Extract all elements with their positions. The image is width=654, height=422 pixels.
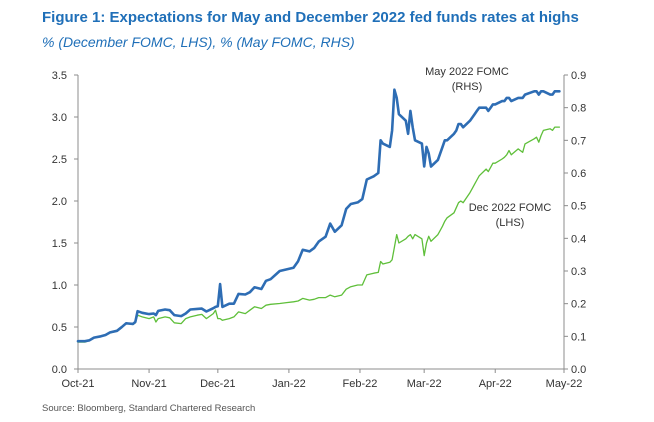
right-tick-label: 0.9 [571,70,586,82]
right-tick-label: 0.5 [571,201,586,213]
right-tick-label: 0.7 [571,135,586,147]
right-axis-ticks: 0.0 0.1 0.2 0.3 0.4 0.5 0.6 0.7 0.8 0.9 [564,70,586,376]
left-tick-label: 0.0 [52,364,67,376]
right-tick-label: 0.6 [571,168,586,180]
may-2022-fomc-label: May 2022 FOMC [425,66,509,78]
left-axis-ticks: 0.0 0.5 1.0 1.5 2.0 2.5 3.0 3.5 [52,70,78,376]
x-tick-label: Oct-21 [61,378,94,390]
right-tick-label: 0.3 [571,266,586,278]
left-tick-label: 0.5 [52,322,67,334]
right-tick-label: 0.0 [571,364,586,376]
chart-axes [77,75,565,370]
right-tick-label: 0.4 [571,233,586,245]
right-tick-label: 0.2 [571,299,586,311]
x-tick-label: Jan-22 [272,378,306,390]
x-tick-label: Feb-22 [343,378,378,390]
left-tick-label: 1.5 [52,238,67,250]
left-tick-label: 1.0 [52,280,67,292]
chart-title: Figure 1: Expectations for May and Decem… [42,9,579,26]
may-2022-fomc-line [76,88,561,343]
series-labels: May 2022 FOMC (RHS) Dec 2022 FOMC (LHS) [425,66,551,229]
x-tick-label: Dec-21 [200,378,235,390]
left-tick-label: 2.5 [52,154,67,166]
right-tick-label: 0.8 [571,103,586,115]
dec-2022-fomc-label: Dec 2022 FOMC [469,202,552,214]
x-tick-label: May-22 [546,378,583,390]
left-tick-label: 3.5 [52,70,67,82]
x-tick-label: Mar-22 [407,378,442,390]
x-tick-label: Nov-21 [131,378,166,390]
chart-subtitle: % (December FOMC, LHS), % (May FOMC, RHS… [42,34,355,50]
dec-2022-fomc-line [77,126,561,343]
left-tick-label: 2.0 [52,196,67,208]
left-tick-label: 3.0 [52,112,67,124]
x-axis-ticks: Oct-21 Nov-21 Dec-21 Jan-22 Feb-22 Mar-22 Apr-… [61,369,582,390]
may-2022-fomc-label: (RHS) [452,81,483,93]
dec-2022-fomc-label: (LHS) [496,217,525,229]
chart-series [76,88,561,343]
right-tick-label: 0.1 [571,331,586,343]
source-note: Source: Bloomberg, Standard Chartered Re… [42,403,256,414]
x-tick-label: Apr-22 [479,378,512,390]
